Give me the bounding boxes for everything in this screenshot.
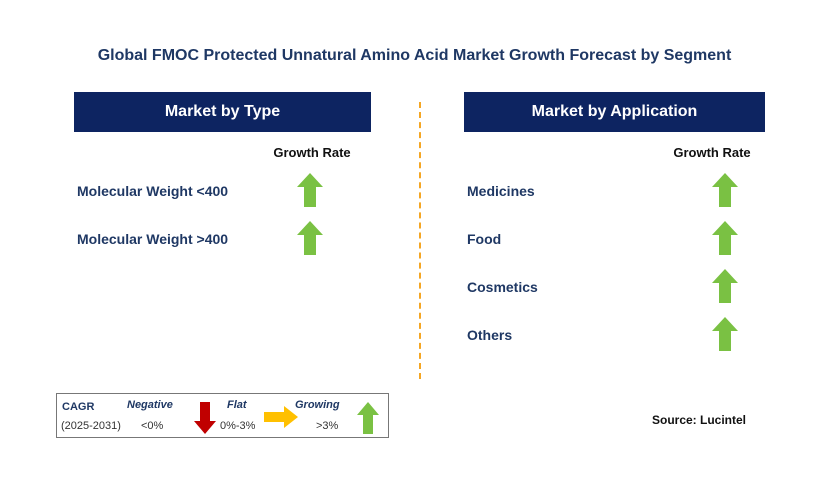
legend-growing-range: >3% xyxy=(316,420,339,432)
legend-period: (2025-2031) xyxy=(61,420,121,432)
type-row-label: Molecular Weight <400 xyxy=(77,183,229,199)
cagr-legend: CAGR (2025-2031) Negative <0% Flat 0%-3%… xyxy=(56,393,389,438)
legend-growing-label: Growing xyxy=(295,399,340,411)
application-header: Market by Application xyxy=(464,92,765,132)
negative-arrow-icon xyxy=(194,402,216,434)
type-growth-rate-label: Growth Rate xyxy=(273,145,351,160)
flat-arrow-icon xyxy=(264,406,298,428)
legend-cagr-label: CAGR xyxy=(62,401,95,413)
application-row-label: Food xyxy=(467,231,502,247)
application-row-label: Cosmetics xyxy=(467,279,538,295)
source-note: Source: Lucintel xyxy=(652,413,747,427)
growing-arrow-icon xyxy=(357,402,379,434)
legend-flat-range: 0%-3% xyxy=(220,420,256,432)
type-row-label: Molecular Weight >400 xyxy=(77,231,229,247)
application-row-label: Others xyxy=(467,327,513,343)
growing-arrow-icon xyxy=(712,221,738,255)
chart-title: Global FMOC Protected Unnatural Amino Ac… xyxy=(97,47,732,64)
legend-flat-label: Flat xyxy=(227,399,247,411)
type-header: Market by Type xyxy=(74,92,371,132)
growing-arrow-icon xyxy=(712,173,738,207)
legend-negative-label: Negative xyxy=(127,399,173,411)
legend-negative-range: <0% xyxy=(141,420,164,432)
application-row-label: Medicines xyxy=(467,183,535,199)
growing-arrow-icon xyxy=(297,173,323,207)
growing-arrow-icon xyxy=(712,317,738,351)
application-growth-rate-label: Growth Rate xyxy=(673,145,751,160)
panel-divider xyxy=(419,102,421,379)
growing-arrow-icon xyxy=(297,221,323,255)
growing-arrow-icon xyxy=(712,269,738,303)
